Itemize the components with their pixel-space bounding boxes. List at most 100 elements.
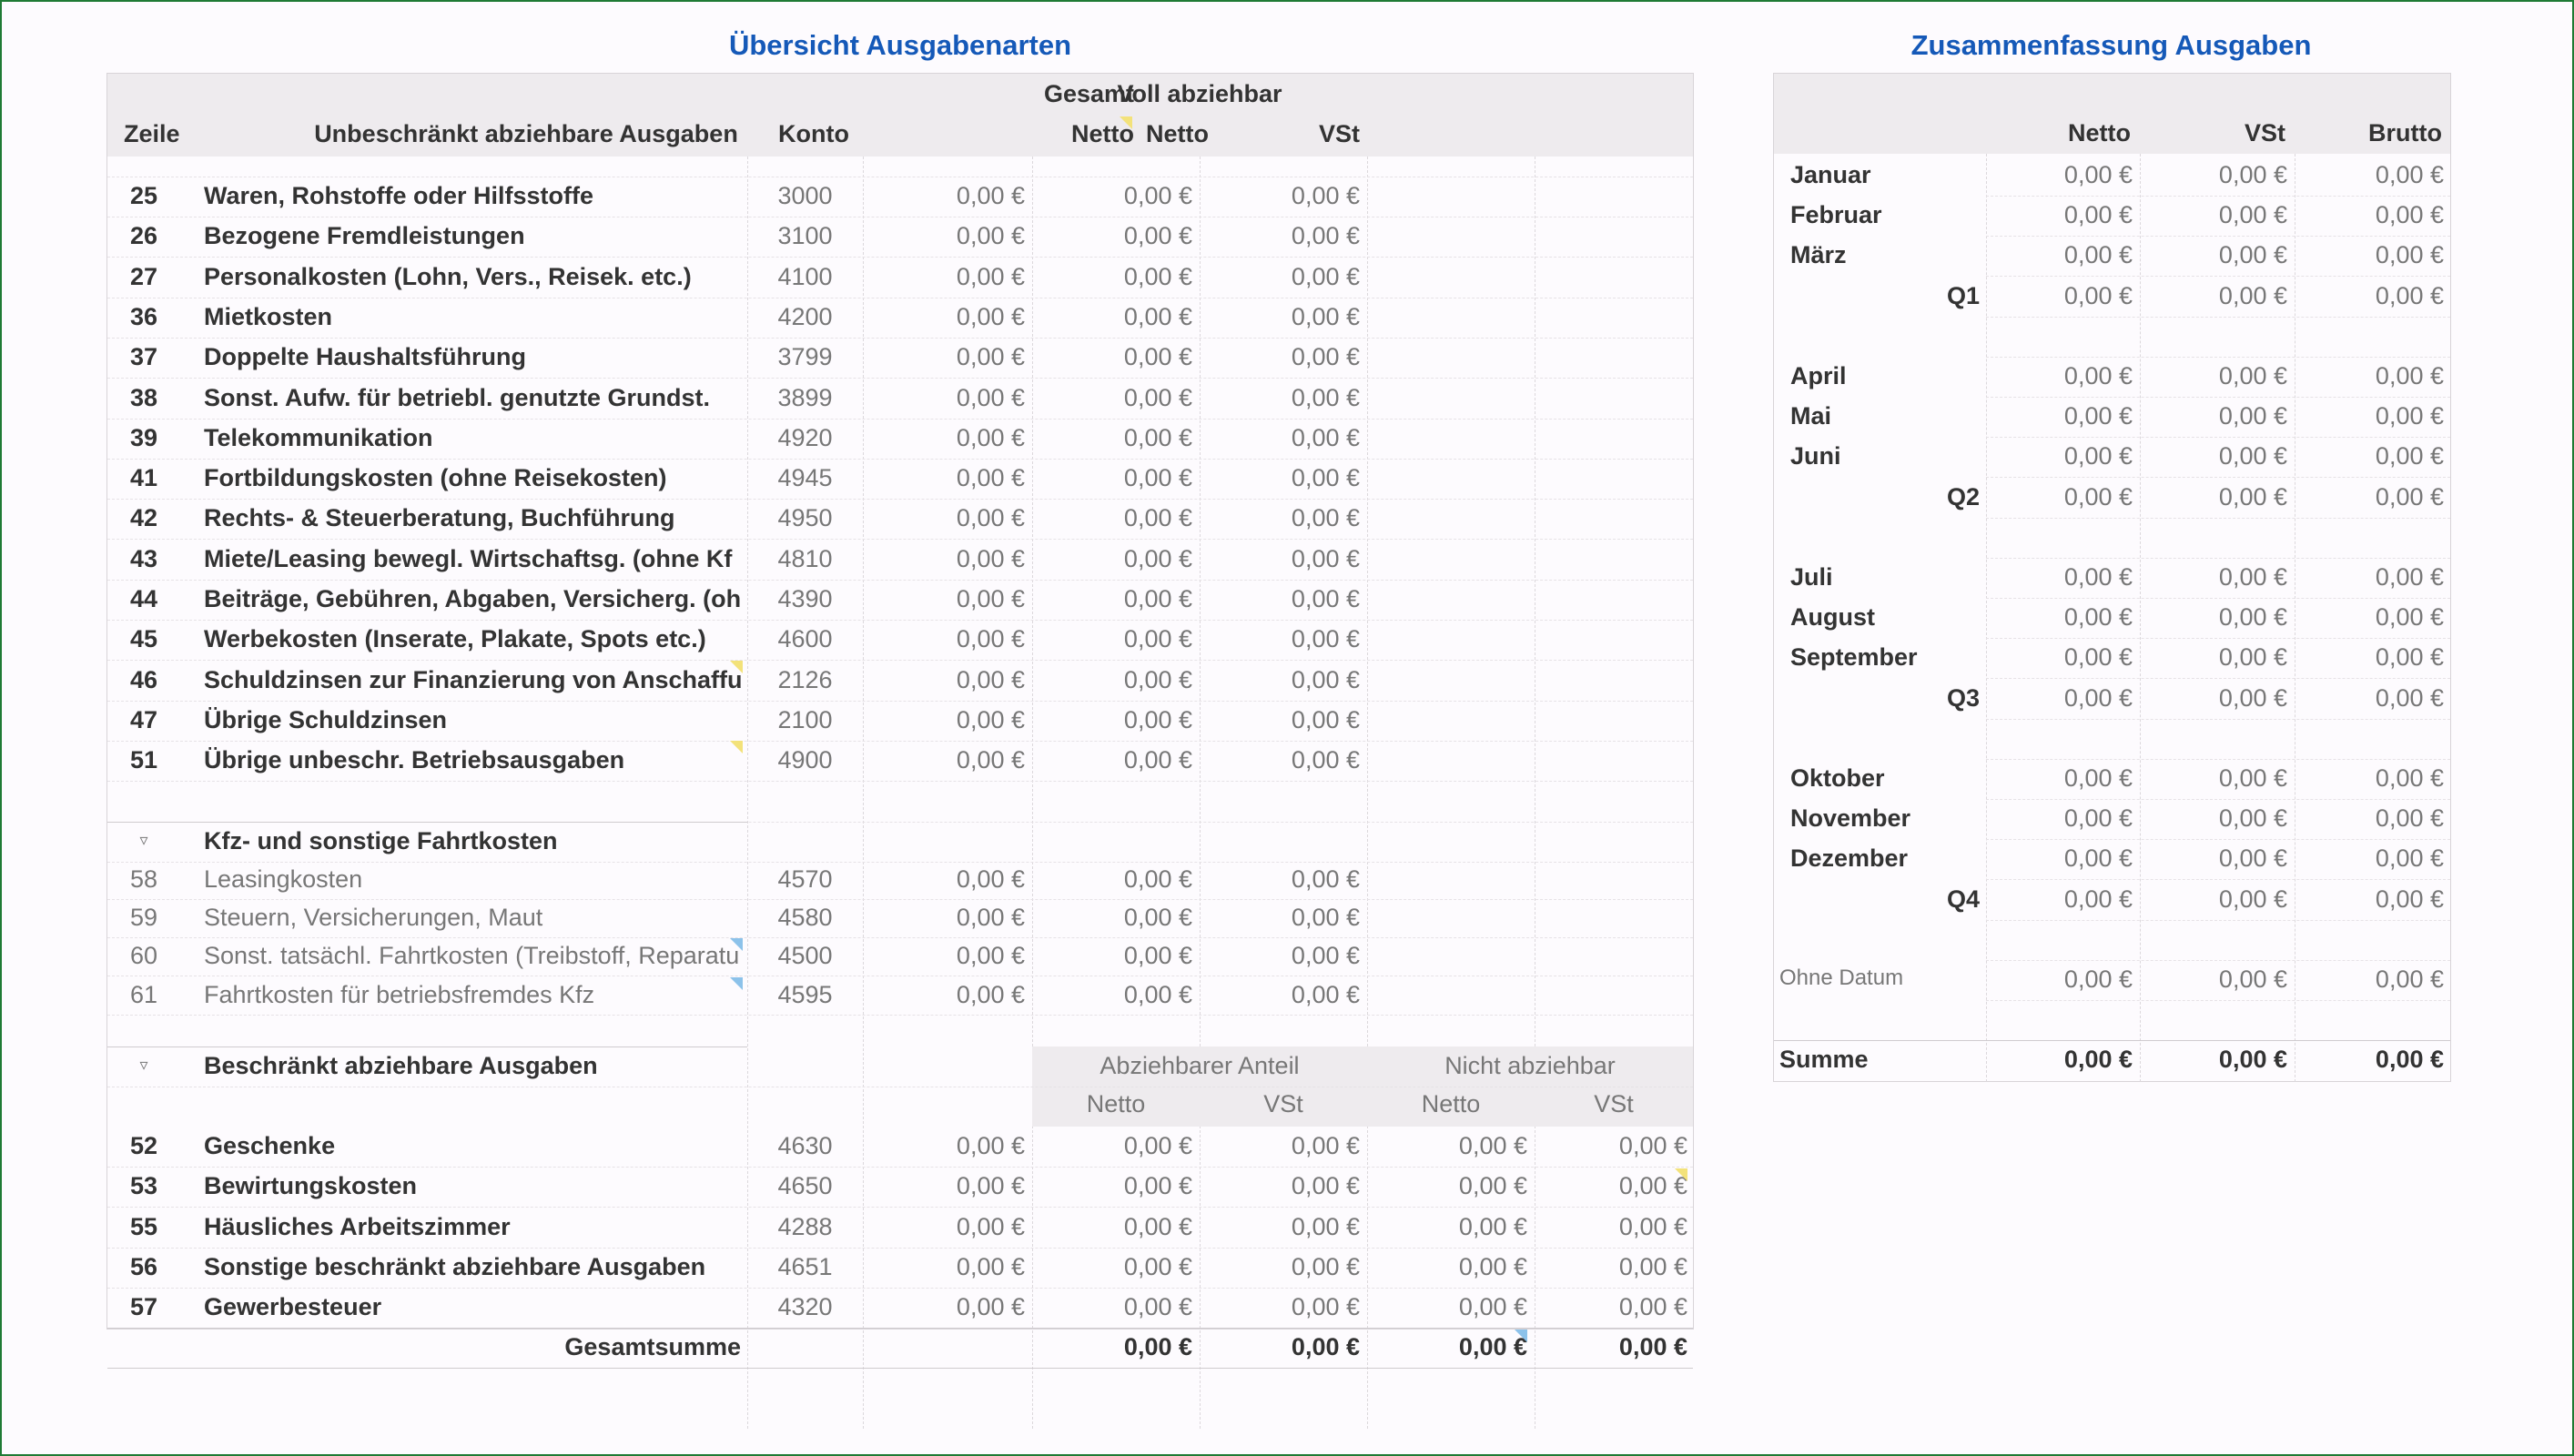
row-description[interactable]: Gewerbesteuer: [204, 1293, 382, 1320]
summary-brutto[interactable]: 0,00 €: [2375, 885, 2444, 913]
row-konto[interactable]: 2100: [777, 706, 833, 733]
summary-netto[interactable]: 0,00 €: [2063, 844, 2133, 872]
row-netto[interactable]: 0,00 €: [1123, 981, 1192, 1008]
row-vst[interactable]: 0,00 €: [1291, 865, 1360, 893]
row-netto[interactable]: 0,00 €: [1123, 182, 1192, 209]
row-gesamt-netto[interactable]: 0,00 €: [956, 303, 1025, 330]
summary-vst[interactable]: 0,00 €: [2218, 362, 2287, 389]
row-vst[interactable]: 0,00 €: [1291, 1293, 1360, 1320]
row-gesamt-netto[interactable]: 0,00 €: [956, 182, 1025, 209]
row-konto[interactable]: 4950: [777, 504, 833, 531]
row-netto[interactable]: 0,00 €: [1123, 942, 1192, 969]
row-vst[interactable]: 0,00 €: [1291, 1253, 1360, 1280]
summary-netto[interactable]: 0,00 €: [2063, 241, 2133, 268]
row-netto[interactable]: 0,00 €: [1123, 585, 1192, 612]
row-gesamt-netto[interactable]: 0,00 €: [956, 504, 1025, 531]
row-description[interactable]: Doppelte Haushaltsführung: [204, 343, 527, 370]
row-description[interactable]: Steuern, Versicherungen, Maut: [204, 904, 543, 931]
summary-brutto[interactable]: 0,00 €: [2375, 241, 2444, 268]
summary-vst[interactable]: 0,00 €: [2218, 885, 2287, 913]
comment-marker[interactable]: [730, 741, 743, 753]
row-description[interactable]: Fortbildungskosten (ohne Reisekosten): [204, 464, 667, 491]
summary-brutto[interactable]: 0,00 €: [2375, 603, 2444, 631]
row-vst[interactable]: 0,00 €: [1291, 545, 1360, 572]
summary-brutto[interactable]: 0,00 €: [2375, 563, 2444, 591]
comment-marker[interactable]: [1675, 1168, 1687, 1181]
row-vst[interactable]: 0,00 €: [1291, 1172, 1360, 1199]
summary-brutto[interactable]: 0,00 €: [2375, 684, 2444, 712]
summary-brutto[interactable]: 0,00 €: [2375, 643, 2444, 671]
row-vst[interactable]: 0,00 €: [1291, 384, 1360, 411]
row-description[interactable]: Sonst. Aufw. für betriebl. genutzte Grun…: [204, 384, 710, 411]
row-konto[interactable]: 4288: [777, 1213, 833, 1240]
row-description[interactable]: Schuldzinsen zur Finanzierung von Anscha…: [204, 666, 741, 693]
row-vst[interactable]: 0,00 €: [1291, 303, 1360, 330]
row-description[interactable]: Häusliches Arbeitszimmer: [204, 1213, 511, 1240]
row-netto[interactable]: 0,00 €: [1123, 865, 1192, 893]
row-netto[interactable]: 0,00 €: [1123, 343, 1192, 370]
row-vst[interactable]: 0,00 €: [1291, 585, 1360, 612]
row-konto[interactable]: 4651: [777, 1253, 833, 1280]
gesamtsumme-nicht-netto[interactable]: 0,00 €: [1458, 1333, 1527, 1360]
row-konto[interactable]: 4580: [777, 904, 833, 931]
row-konto[interactable]: 4595: [777, 981, 833, 1008]
row-description[interactable]: Waren, Rohstoffe oder Hilfsstoffe: [204, 182, 594, 209]
collapse-toggle-icon[interactable]: ▿: [139, 831, 148, 849]
summary-netto[interactable]: 0,00 €: [2063, 201, 2133, 228]
row-konto[interactable]: 4900: [777, 746, 833, 774]
row-netto[interactable]: 0,00 €: [1123, 706, 1192, 733]
summary-netto[interactable]: 0,00 €: [2063, 966, 2133, 993]
summary-netto[interactable]: 0,00 €: [2063, 804, 2133, 832]
row-vst[interactable]: 0,00 €: [1291, 706, 1360, 733]
row-description[interactable]: Personalkosten (Lohn, Vers., Reisek. etc…: [204, 263, 692, 290]
row-description[interactable]: Bewirtungskosten: [204, 1172, 418, 1199]
comment-marker[interactable]: [1120, 116, 1132, 129]
summary-brutto[interactable]: 0,00 €: [2375, 844, 2444, 872]
row-netto[interactable]: 0,00 €: [1123, 384, 1192, 411]
summary-brutto[interactable]: 0,00 €: [2375, 804, 2444, 832]
row-description[interactable]: Leasingkosten: [204, 865, 363, 893]
summary-vst[interactable]: 0,00 €: [2218, 684, 2287, 712]
row-konto[interactable]: 4200: [777, 303, 833, 330]
row-description[interactable]: Mietkosten: [204, 303, 333, 330]
row-vst[interactable]: 0,00 €: [1291, 504, 1360, 531]
row-vst[interactable]: 0,00 €: [1291, 343, 1360, 370]
row-nicht-vst[interactable]: 0,00 €: [1618, 1253, 1687, 1280]
row-gesamt-netto[interactable]: 0,00 €: [956, 424, 1025, 451]
row-gesamt-netto[interactable]: 0,00 €: [956, 1132, 1025, 1159]
row-description[interactable]: Werbekosten (Inserate, Plakate, Spots et…: [204, 625, 706, 652]
row-gesamt-netto[interactable]: 0,00 €: [956, 585, 1025, 612]
row-vst[interactable]: 0,00 €: [1291, 746, 1360, 774]
row-netto[interactable]: 0,00 €: [1123, 625, 1192, 652]
summary-netto[interactable]: 0,00 €: [2063, 643, 2133, 671]
row-description[interactable]: Rechts- & Steuerberatung, Buchführung: [204, 504, 675, 531]
row-konto[interactable]: 4810: [777, 545, 833, 572]
row-vst[interactable]: 0,00 €: [1291, 222, 1360, 249]
row-gesamt-netto[interactable]: 0,00 €: [956, 666, 1025, 693]
row-konto[interactable]: 4600: [777, 625, 833, 652]
summary-brutto[interactable]: 0,00 €: [2375, 966, 2444, 993]
row-nicht-vst[interactable]: 0,00 €: [1618, 1172, 1687, 1199]
comment-marker[interactable]: [730, 661, 743, 673]
row-netto[interactable]: 0,00 €: [1123, 263, 1192, 290]
row-nicht-vst[interactable]: 0,00 €: [1618, 1293, 1687, 1320]
row-netto[interactable]: 0,00 €: [1123, 424, 1192, 451]
summary-vst[interactable]: 0,00 €: [2218, 643, 2287, 671]
row-gesamt-netto[interactable]: 0,00 €: [956, 1253, 1025, 1280]
row-konto[interactable]: 3000: [777, 182, 833, 209]
row-konto[interactable]: 2126: [777, 666, 833, 693]
row-description[interactable]: Sonst. tatsächl. Fahrtkosten (Treibstoff…: [204, 942, 740, 969]
row-netto[interactable]: 0,00 €: [1123, 504, 1192, 531]
row-nicht-netto[interactable]: 0,00 €: [1458, 1293, 1527, 1320]
row-description[interactable]: Bezogene Fremdleistungen: [204, 222, 525, 249]
summary-vst[interactable]: 0,00 €: [2218, 282, 2287, 309]
row-gesamt-netto[interactable]: 0,00 €: [956, 263, 1025, 290]
row-description[interactable]: Übrige unbeschr. Betriebsausgaben: [204, 746, 625, 774]
row-nicht-netto[interactable]: 0,00 €: [1458, 1172, 1527, 1199]
row-netto[interactable]: 0,00 €: [1123, 1213, 1192, 1240]
summary-vst[interactable]: 0,00 €: [2218, 161, 2287, 188]
row-vst[interactable]: 0,00 €: [1291, 1132, 1360, 1159]
row-konto[interactable]: 4650: [777, 1172, 833, 1199]
summary-brutto[interactable]: 0,00 €: [2375, 402, 2444, 430]
row-gesamt-netto[interactable]: 0,00 €: [956, 1172, 1025, 1199]
